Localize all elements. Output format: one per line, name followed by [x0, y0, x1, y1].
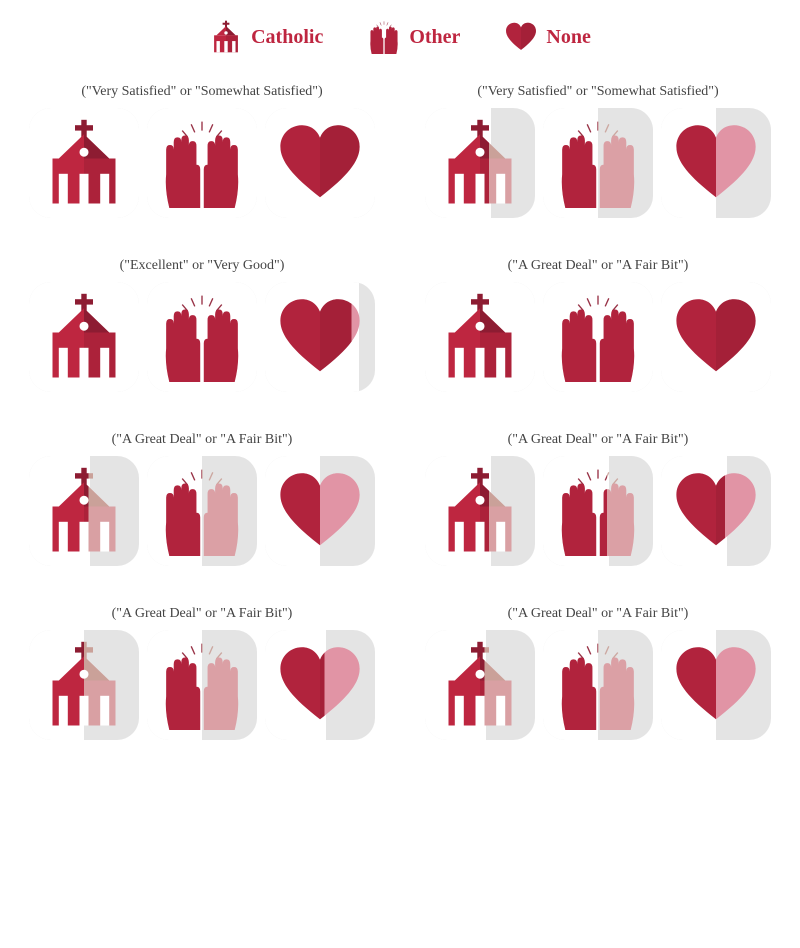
legend-label: None: [546, 26, 590, 49]
heart-icon: [661, 108, 771, 218]
panel-subtitle: ("A Great Deal" or "A Fair Bit"): [508, 258, 689, 274]
legend-catholic: Catholic: [209, 20, 323, 54]
hands-icon: [147, 456, 257, 566]
panel: ("A Great Deal" or "A Fair Bit"): [420, 258, 776, 392]
panel-subtitle: ("Very Satisfied" or "Somewhat Satisfied…: [477, 84, 718, 100]
heart-icon: [661, 282, 771, 392]
none-box: [265, 282, 375, 392]
catholic-box: [29, 456, 139, 566]
church-icon: [425, 630, 535, 740]
panel: ("A Great Deal" or "A Fair Bit"): [24, 606, 380, 740]
heart-icon: [265, 108, 375, 218]
panel: ("Excellent" or "Very Good"): [24, 258, 380, 392]
panel: ("A Great Deal" or "A Fair Bit"): [420, 432, 776, 566]
other-box: [147, 282, 257, 392]
hands-icon: [543, 108, 653, 218]
legend-none: None: [504, 20, 590, 54]
panel-boxes: [29, 282, 375, 392]
hands-icon: [543, 456, 653, 566]
panel-grid: ("Very Satisfied" or "Somewhat Satisfied…: [24, 84, 776, 740]
panel-boxes: [425, 282, 771, 392]
panel-boxes: [425, 108, 771, 218]
hands-icon: [367, 20, 401, 54]
legend-label: Other: [409, 26, 460, 49]
church-icon: [425, 456, 535, 566]
none-box: [661, 108, 771, 218]
none-box: [661, 630, 771, 740]
church-icon: [29, 456, 139, 566]
other-box: [147, 456, 257, 566]
panel-boxes: [425, 630, 771, 740]
other-box: [147, 630, 257, 740]
heart-icon: [661, 630, 771, 740]
panel: ("A Great Deal" or "A Fair Bit"): [24, 432, 380, 566]
church-icon: [209, 20, 243, 54]
hands-icon: [543, 282, 653, 392]
none-box: [265, 630, 375, 740]
church-icon: [425, 108, 535, 218]
heart-icon: [265, 282, 375, 392]
catholic-box: [425, 456, 535, 566]
none-box: [265, 108, 375, 218]
catholic-box: [29, 282, 139, 392]
panel-subtitle: ("Very Satisfied" or "Somewhat Satisfied…: [81, 84, 322, 100]
catholic-box: [29, 108, 139, 218]
other-box: [147, 108, 257, 218]
other-box: [543, 108, 653, 218]
church-icon: [425, 282, 535, 392]
other-box: [543, 630, 653, 740]
panel-subtitle: ("A Great Deal" or "A Fair Bit"): [112, 432, 293, 448]
church-icon: [29, 108, 139, 218]
panel-subtitle: ("A Great Deal" or "A Fair Bit"): [508, 606, 689, 622]
church-icon: [29, 282, 139, 392]
panel-subtitle: ("A Great Deal" or "A Fair Bit"): [508, 432, 689, 448]
legend-other: Other: [367, 20, 460, 54]
panel-boxes: [29, 108, 375, 218]
panel-boxes: [29, 456, 375, 566]
panel: ("Very Satisfied" or "Somewhat Satisfied…: [420, 84, 776, 218]
catholic-box: [29, 630, 139, 740]
panel-boxes: [29, 630, 375, 740]
none-box: [661, 282, 771, 392]
catholic-box: [425, 108, 535, 218]
heart-icon: [661, 456, 771, 566]
heart-icon: [504, 20, 538, 54]
church-icon: [29, 630, 139, 740]
heart-icon: [265, 630, 375, 740]
catholic-box: [425, 282, 535, 392]
legend-label: Catholic: [251, 26, 323, 49]
heart-icon: [265, 456, 375, 566]
panel-boxes: [425, 456, 771, 566]
other-box: [543, 456, 653, 566]
catholic-box: [425, 630, 535, 740]
panel: ("Very Satisfied" or "Somewhat Satisfied…: [24, 84, 380, 218]
panel-subtitle: ("Excellent" or "Very Good"): [120, 258, 285, 274]
legend: Catholic Other: [24, 20, 776, 54]
hands-icon: [543, 630, 653, 740]
hands-icon: [147, 282, 257, 392]
hands-icon: [147, 108, 257, 218]
other-box: [543, 282, 653, 392]
none-box: [661, 456, 771, 566]
panel: ("A Great Deal" or "A Fair Bit"): [420, 606, 776, 740]
none-box: [265, 456, 375, 566]
panel-subtitle: ("A Great Deal" or "A Fair Bit"): [112, 606, 293, 622]
hands-icon: [147, 630, 257, 740]
